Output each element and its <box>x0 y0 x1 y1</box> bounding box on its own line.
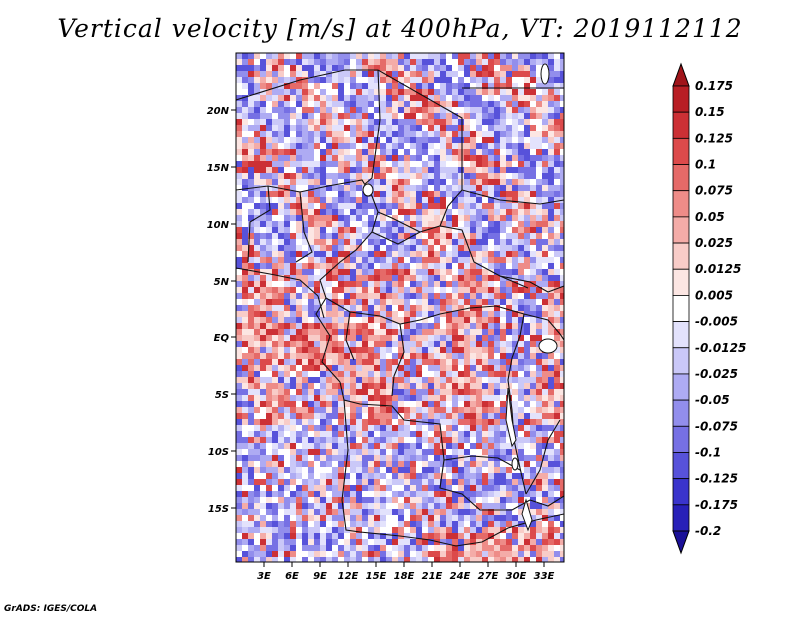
colorbar-label: -0.05 <box>695 393 730 407</box>
colorbar <box>672 62 690 555</box>
software-credit: GrADS: IGES/COLA <box>4 604 98 614</box>
lat-tick-label: 5S <box>215 390 229 401</box>
colorbar-cap-bottom <box>672 530 690 555</box>
longitude-labels: 3E 6E 9E 12E 15E 18E 21E 24E 27E 30E 33E <box>257 571 554 582</box>
lakes <box>362 63 558 532</box>
lon-tick-label: 15E <box>366 571 387 582</box>
lon-tick-label: 27E <box>478 571 499 582</box>
lon-tick-label: 33E <box>534 571 555 582</box>
lon-tick-label: 6E <box>285 571 299 582</box>
colorbar-label: -0.0125 <box>695 341 746 355</box>
country-boundaries <box>236 69 564 547</box>
colorbar-label: 0.025 <box>695 236 733 250</box>
colorbar-label: -0.1 <box>695 445 721 459</box>
colorbar-swatch <box>672 85 690 113</box>
colorbar-swatch <box>672 164 690 192</box>
colorbar-swatch <box>672 321 690 349</box>
colorbar-swatch <box>672 452 690 480</box>
colorbar-label: -0.125 <box>695 472 738 486</box>
lon-tick-label: 18E <box>394 571 415 582</box>
colorbar-swatch <box>672 478 690 506</box>
lat-tick-label: 10N <box>207 220 230 231</box>
colorbar-swatch <box>672 268 690 296</box>
colorbar-swatch <box>672 373 690 401</box>
colorbar-swatch <box>672 347 690 375</box>
colorbar-label: 0.1 <box>695 158 716 172</box>
map-title: Vertical velocity [m/s] at 400hPa, VT: 2… <box>57 14 743 43</box>
colorbar-label: 0.125 <box>695 131 733 145</box>
colorbar-label: 0.0125 <box>695 262 741 276</box>
latitude-axis <box>231 109 236 509</box>
colorbar-swatch <box>672 425 690 453</box>
colorbar-swatch <box>672 137 690 165</box>
colorbar-swatch <box>672 242 690 270</box>
lat-tick-label: 20N <box>207 106 230 117</box>
colorbar-label: 0.05 <box>695 210 725 224</box>
colorbar-swatch <box>672 295 690 322</box>
colorbar-label: 0.175 <box>695 79 733 93</box>
lat-tick-label: EQ <box>214 333 230 344</box>
colorbar-label: -0.025 <box>695 367 738 381</box>
lon-tick-label: 24E <box>450 571 471 582</box>
lat-tick-label: 10S <box>208 447 229 458</box>
lon-tick-label: 3E <box>257 571 271 582</box>
colorbar-swatch <box>672 504 690 532</box>
colorbar-swatch <box>672 190 690 218</box>
vertical-velocity-field <box>236 53 564 562</box>
colorbar-cap-top <box>672 62 690 87</box>
lat-tick-label: 15N <box>207 163 230 174</box>
colorbar-label: -0.005 <box>695 315 738 329</box>
lat-tick-label: 5N <box>214 277 230 288</box>
latitude-labels: 20N 15N 10N 5N EQ 5S 10S 15S <box>207 106 230 515</box>
colorbar-label: -0.2 <box>695 524 721 538</box>
longitude-axis <box>263 562 545 567</box>
colorbar-swatch <box>672 216 690 244</box>
colorbar-label: -0.075 <box>695 419 738 433</box>
lat-tick-label: 15S <box>208 504 229 515</box>
colorbar-label: 0.075 <box>695 184 733 198</box>
colorbar-label: 0.15 <box>695 105 725 119</box>
colorbar-label: 0.005 <box>695 288 733 302</box>
lon-tick-label: 12E <box>338 571 359 582</box>
map-frame <box>235 52 565 563</box>
colorbar-swatch <box>672 111 690 139</box>
colorbar-swatch <box>672 399 690 427</box>
lon-tick-label: 21E <box>422 571 443 582</box>
colorbar-labels: 0.175 0.15 0.125 0.1 0.075 0.05 0.025 0.0125 0.0… <box>695 79 746 538</box>
lon-tick-label: 30E <box>506 571 527 582</box>
lon-tick-label: 9E <box>313 571 327 582</box>
colorbar-label: -0.175 <box>695 498 738 512</box>
